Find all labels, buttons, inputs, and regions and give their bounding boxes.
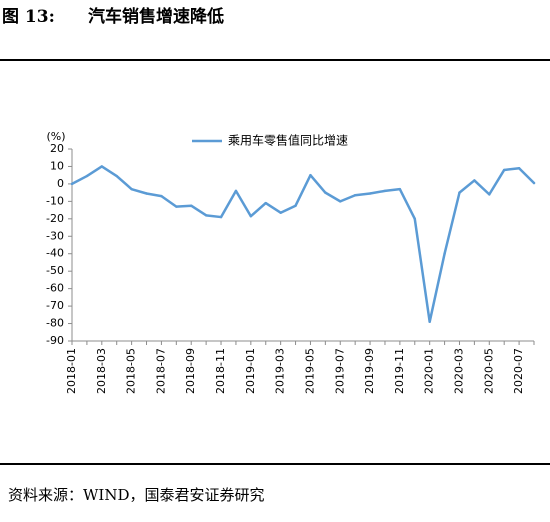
figure-label: 图 13: — [2, 7, 55, 27]
x-tick-label: 2018-01 — [65, 348, 78, 394]
y-tick-label: -70 — [46, 299, 64, 312]
data-point — [175, 205, 178, 208]
y-tick-label: -50 — [46, 264, 64, 277]
data-point — [473, 179, 476, 182]
y-tick-label: -10 — [46, 194, 64, 207]
data-point — [160, 194, 163, 198]
data-point — [517, 167, 521, 170]
y-tick-label: 10 — [50, 159, 64, 172]
data-point — [502, 168, 506, 172]
x-tick-label: 2018-07 — [154, 348, 167, 394]
top-rule — [0, 59, 550, 61]
x-tick-label: 2018-09 — [184, 348, 197, 394]
data-point — [85, 174, 89, 178]
data-point — [264, 201, 267, 205]
y-tick-label: -20 — [46, 212, 64, 225]
y-tick-label: -40 — [46, 247, 64, 260]
x-tick-label: 2020-03 — [452, 348, 465, 394]
data-point — [353, 194, 357, 197]
data-point — [309, 173, 312, 177]
y-tick-label: -80 — [46, 317, 64, 330]
x-tick-label: 2020-01 — [423, 348, 436, 394]
x-tick-label: 2018-11 — [214, 348, 227, 394]
bottom-rule — [0, 463, 550, 465]
data-point — [532, 181, 536, 185]
legend-label: 乘用车零售值同比增速 — [228, 133, 348, 148]
figure-title: 图 13: 汽车销售增速降低 — [2, 2, 224, 32]
data-point — [279, 211, 282, 214]
line-chart: (%)20100-10-20-30-40-50-60-70-80-902018-… — [46, 130, 536, 394]
y-tick-label: -60 — [46, 282, 64, 295]
data-point — [443, 252, 446, 255]
source-note: 资料来源：WIND，国泰君安证券研究 — [8, 486, 265, 504]
data-point — [219, 215, 223, 219]
data-point — [458, 191, 461, 194]
x-tick-label: 2019-05 — [303, 348, 316, 394]
x-tick-label: 2018-05 — [125, 348, 138, 394]
y-tick-label: -30 — [46, 229, 64, 242]
data-point — [368, 192, 372, 195]
x-tick-label: 2019-07 — [333, 348, 346, 394]
data-point — [145, 192, 148, 195]
y-unit-label: (%) — [46, 130, 65, 143]
data-point — [383, 189, 387, 193]
data-point — [204, 214, 208, 217]
y-tick-label: 20 — [50, 142, 64, 155]
x-tick-label: 2020-07 — [512, 348, 525, 394]
data-point — [428, 320, 431, 323]
y-tick-label: -90 — [46, 334, 64, 347]
data-point — [190, 204, 193, 207]
data-point — [398, 187, 402, 191]
data-point — [115, 174, 118, 178]
data-point — [249, 215, 253, 218]
data-point — [70, 182, 74, 186]
data-point — [324, 191, 327, 194]
x-tick-label: 2019-11 — [393, 348, 406, 394]
data-point — [413, 217, 416, 221]
x-tick-label: 2019-01 — [244, 348, 257, 394]
series-line — [70, 165, 536, 324]
data-point — [488, 193, 491, 196]
y-tick-label: 0 — [57, 177, 64, 190]
x-tick-label: 2019-03 — [274, 348, 287, 394]
data-point — [294, 204, 297, 207]
data-point — [234, 189, 238, 193]
x-tick-label: 2018-03 — [95, 348, 108, 394]
data-point — [130, 187, 133, 191]
data-point — [339, 200, 342, 203]
x-tick-label: 2019-09 — [363, 348, 376, 394]
figure-title-text: 汽车销售增速降低 — [88, 7, 224, 27]
data-point — [100, 165, 104, 168]
x-tick-label: 2020-05 — [482, 348, 495, 394]
